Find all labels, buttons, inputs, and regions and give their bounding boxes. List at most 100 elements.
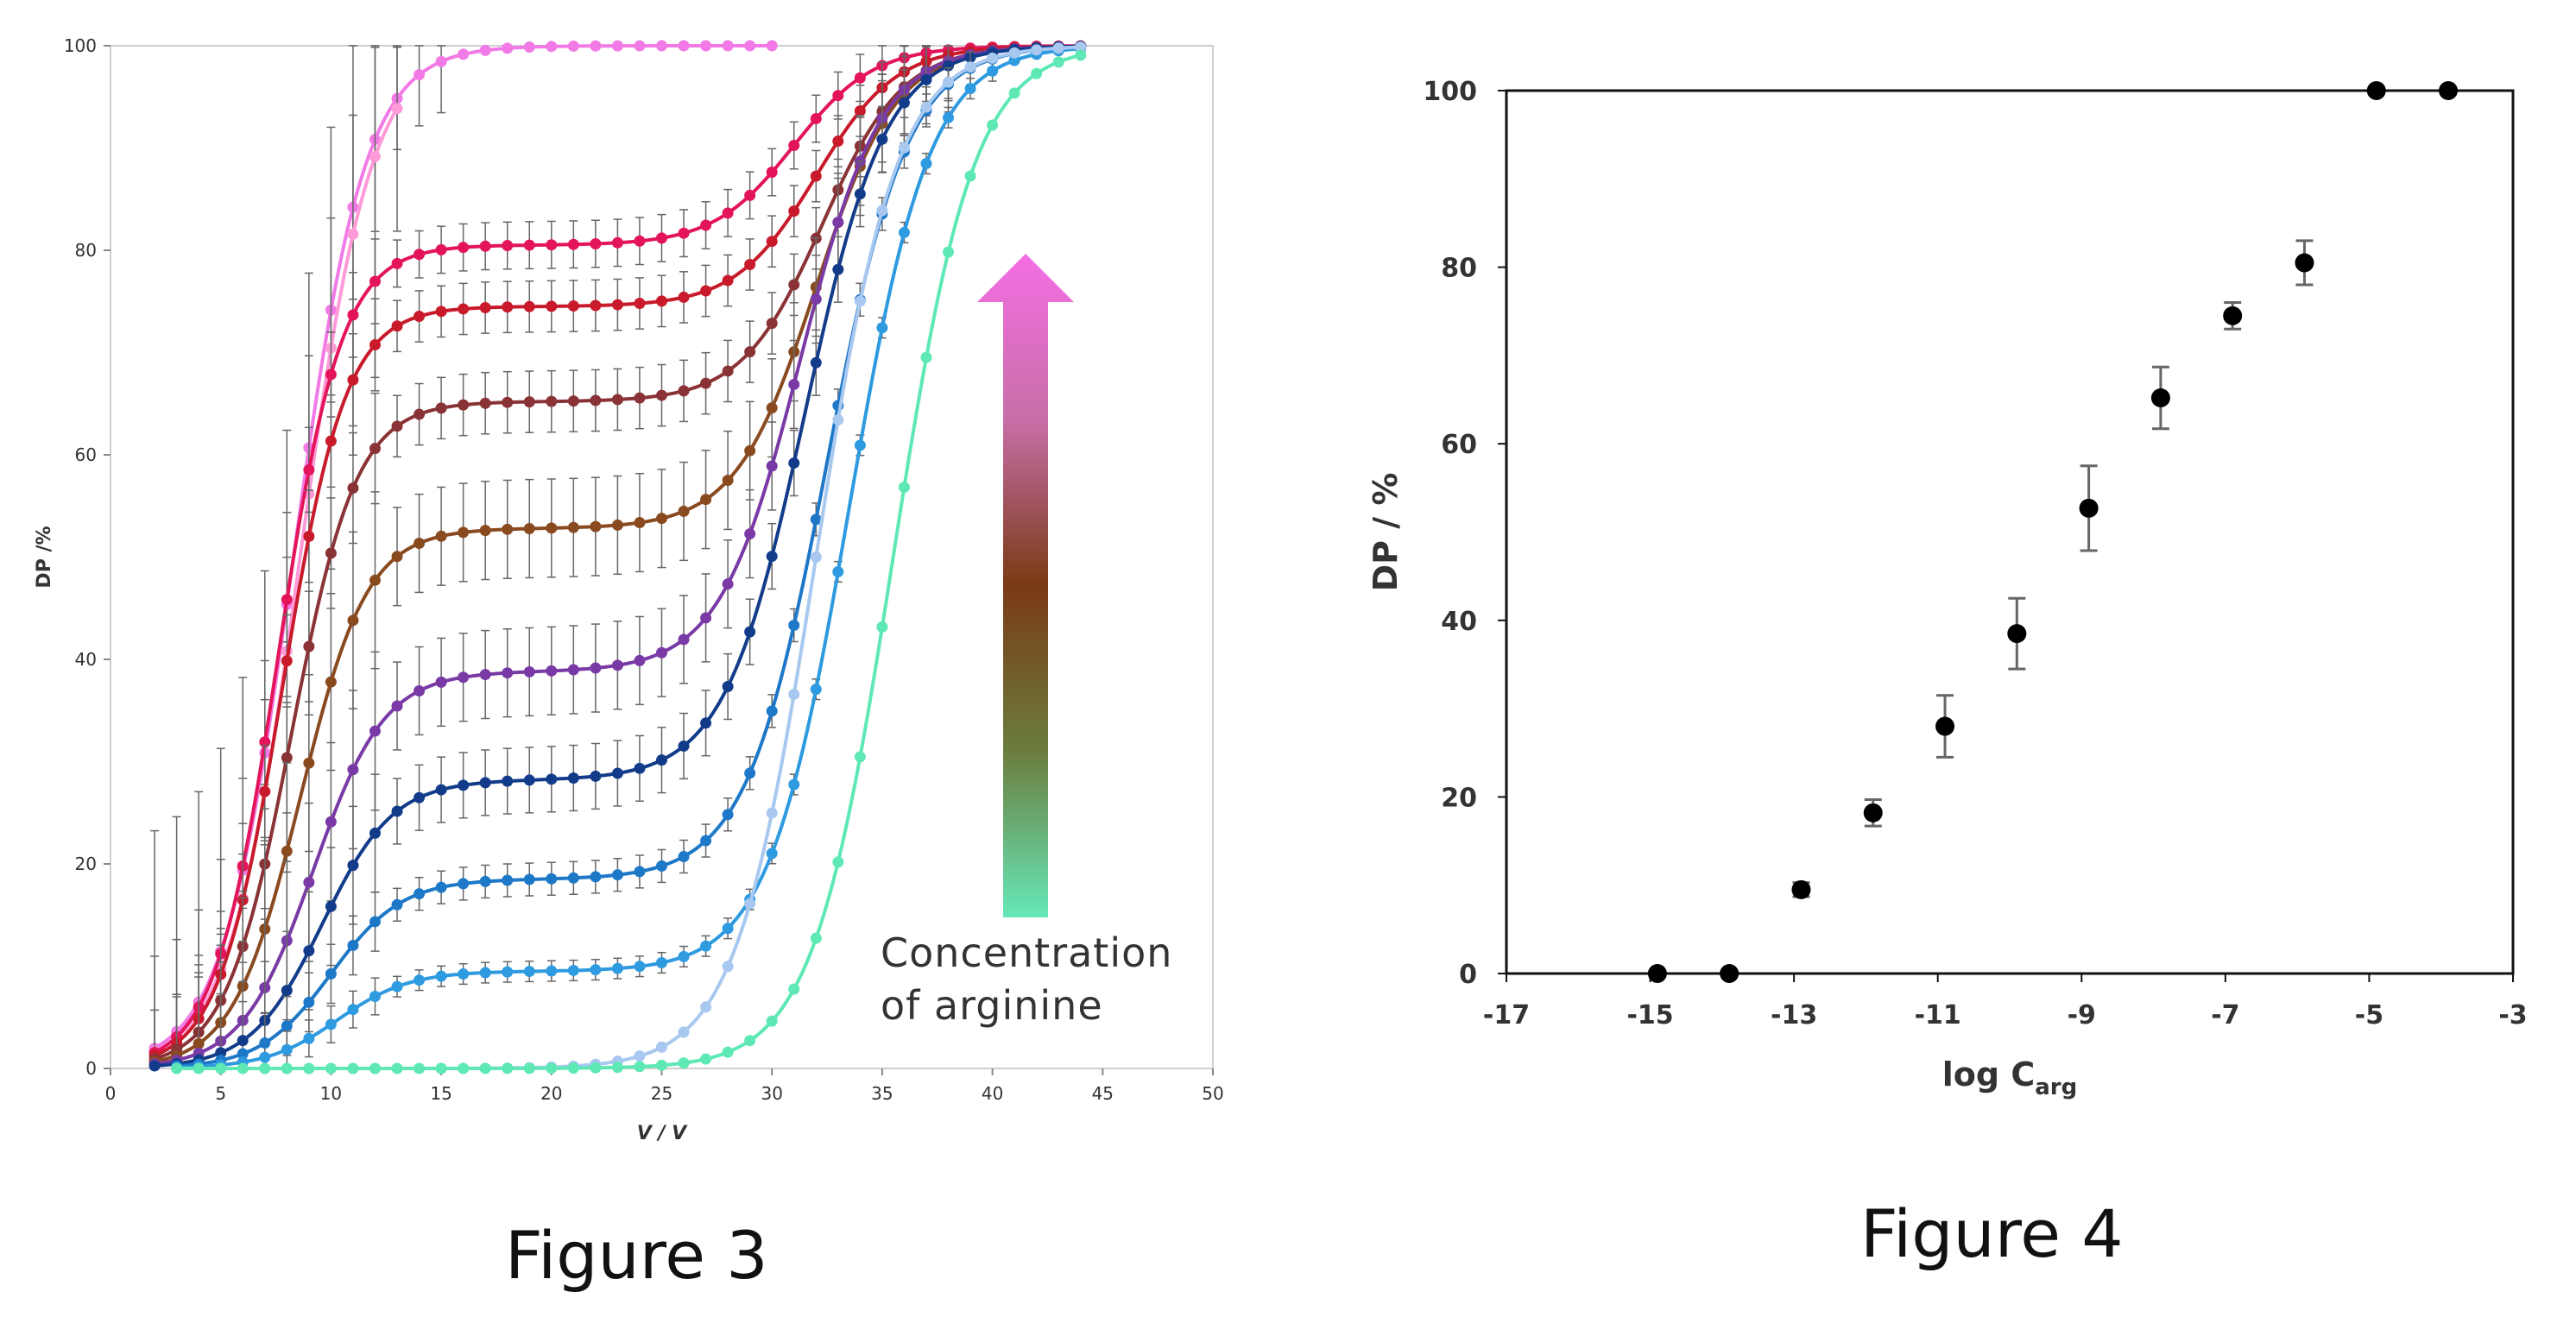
data-point bbox=[414, 538, 426, 550]
data-point bbox=[435, 970, 447, 982]
data-point bbox=[700, 1001, 712, 1013]
series-9 bbox=[171, 42, 1087, 1074]
data-point bbox=[898, 97, 910, 109]
data-point bbox=[414, 1062, 426, 1074]
data-point bbox=[766, 402, 778, 414]
y-tick-label: 100 bbox=[1423, 77, 1477, 107]
data-point bbox=[281, 985, 293, 997]
data-point bbox=[1052, 56, 1064, 68]
data-point bbox=[678, 740, 690, 752]
data-point bbox=[347, 309, 359, 321]
data-point bbox=[303, 530, 315, 542]
data-point bbox=[414, 408, 426, 420]
data-point bbox=[656, 1041, 667, 1053]
data-point bbox=[479, 302, 491, 314]
data-point bbox=[546, 773, 558, 785]
data-point bbox=[678, 850, 690, 862]
data-point bbox=[1935, 716, 1955, 736]
y-axis-label: DP /% bbox=[34, 526, 55, 588]
data-point bbox=[832, 263, 844, 275]
data-point bbox=[546, 522, 558, 534]
data-point bbox=[546, 1062, 558, 1074]
data-point bbox=[523, 1062, 535, 1074]
data-point bbox=[502, 775, 514, 787]
data-point bbox=[435, 1062, 447, 1074]
data-point bbox=[766, 40, 778, 52]
data-point bbox=[391, 700, 403, 712]
data-point bbox=[325, 547, 337, 559]
data-point bbox=[523, 774, 535, 786]
data-point bbox=[458, 671, 470, 684]
data-point-group bbox=[2007, 596, 2027, 671]
data-point bbox=[259, 1037, 271, 1049]
data-point bbox=[700, 1053, 712, 1065]
data-point bbox=[1075, 41, 1087, 54]
figure-3-caption: Figure 3 bbox=[505, 1217, 768, 1294]
data-point bbox=[634, 235, 646, 247]
data-point bbox=[193, 1037, 205, 1049]
data-point bbox=[347, 764, 359, 776]
data-point bbox=[722, 274, 734, 287]
data-point bbox=[458, 878, 470, 890]
data-point bbox=[920, 101, 932, 113]
data-point bbox=[502, 396, 514, 408]
data-point bbox=[546, 239, 558, 251]
y-tick-label: 40 bbox=[75, 649, 97, 670]
data-point bbox=[744, 767, 756, 779]
data-point bbox=[281, 1020, 293, 1032]
data-point bbox=[391, 898, 403, 911]
data-point bbox=[964, 83, 976, 95]
data-point bbox=[546, 395, 558, 407]
x-tick-label: -17 bbox=[1483, 1000, 1530, 1030]
data-point bbox=[414, 684, 426, 696]
data-point bbox=[722, 475, 734, 487]
data-point bbox=[523, 966, 535, 978]
y-tick-label: 60 bbox=[75, 444, 97, 465]
data-point bbox=[1075, 49, 1087, 61]
data-point bbox=[303, 757, 315, 769]
data-point bbox=[414, 888, 426, 900]
data-point bbox=[523, 665, 535, 677]
data-point bbox=[237, 1035, 249, 1047]
y-tick-label: 0 bbox=[1459, 960, 1477, 990]
data-point bbox=[458, 526, 470, 539]
data-point bbox=[943, 246, 955, 258]
x-tick-label: 30 bbox=[761, 1083, 782, 1104]
data-point bbox=[722, 207, 734, 219]
data-point bbox=[832, 565, 844, 577]
data-point bbox=[567, 872, 579, 884]
series-11 bbox=[171, 49, 1087, 1074]
data-point bbox=[1008, 87, 1020, 99]
data-point bbox=[678, 40, 690, 52]
data-point bbox=[854, 104, 866, 117]
data-point bbox=[656, 957, 667, 969]
data-point bbox=[634, 40, 646, 52]
data-point bbox=[1791, 879, 1811, 899]
data-point bbox=[590, 662, 602, 674]
data-point bbox=[611, 40, 623, 52]
data-point bbox=[943, 111, 955, 123]
data-point bbox=[987, 119, 999, 131]
data-point bbox=[634, 961, 646, 973]
data-point bbox=[920, 73, 932, 85]
data-point-group bbox=[2295, 239, 2314, 287]
data-point bbox=[458, 242, 470, 254]
data-point bbox=[788, 279, 800, 291]
data-point bbox=[303, 1032, 315, 1044]
x-tick-label: 10 bbox=[320, 1083, 342, 1104]
data-point bbox=[458, 303, 470, 315]
data-point bbox=[435, 55, 447, 67]
data-point bbox=[700, 494, 712, 506]
data-point bbox=[876, 133, 888, 145]
arrow-annotation-line2: of arginine bbox=[881, 982, 1103, 1029]
data-point bbox=[611, 394, 623, 406]
data-point bbox=[611, 1062, 623, 1074]
data-point bbox=[678, 227, 690, 239]
data-point bbox=[567, 238, 579, 250]
data-point bbox=[1008, 47, 1020, 59]
data-point bbox=[611, 869, 623, 881]
data-point bbox=[369, 916, 381, 928]
data-point bbox=[435, 243, 447, 255]
data-point bbox=[458, 968, 470, 980]
data-point bbox=[722, 809, 734, 821]
